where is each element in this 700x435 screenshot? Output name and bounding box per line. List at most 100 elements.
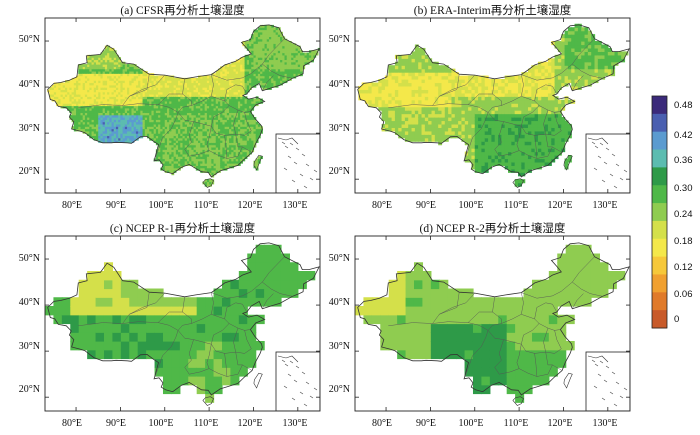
lat-label: 40°N <box>18 79 40 90</box>
panel-title-c: (c) NCEP R-1再分析土壤湿度 <box>109 223 256 235</box>
province-boundary <box>129 292 150 315</box>
lon-label: 80°E <box>61 418 83 429</box>
colorbar-swatch <box>652 274 667 293</box>
colorbar-swatch <box>652 96 667 115</box>
province-boundary <box>157 93 183 105</box>
colorbar-label: 0.24 <box>674 209 693 220</box>
colorbar-label: 0.12 <box>674 262 693 273</box>
colorbar-swatch <box>652 256 667 275</box>
colorbar-swatch <box>652 149 667 168</box>
province-boundary <box>122 74 165 106</box>
south-china-sea-inset <box>275 133 320 193</box>
taiwan-outline <box>253 154 263 171</box>
province-boundary <box>224 302 247 319</box>
province-boundary <box>224 84 247 101</box>
lat-label: 40°N <box>328 297 350 308</box>
province-boundary <box>516 344 522 369</box>
colorbar-swatch <box>652 220 667 240</box>
province-boundary <box>182 78 192 106</box>
colorbar-frame <box>651 95 668 329</box>
province-boundary <box>177 330 252 354</box>
colorbar-label: 0.42 <box>674 130 693 141</box>
lat-label: 20°N <box>328 166 350 177</box>
province-boundary <box>244 330 252 349</box>
colorbar-swatch <box>652 292 667 311</box>
province-boundary <box>211 314 230 345</box>
province-boundary <box>184 121 243 159</box>
map-panel <box>355 242 630 411</box>
moisture-grid <box>358 23 629 187</box>
country-outline <box>47 242 320 396</box>
province-boundary <box>439 74 460 97</box>
province-boundary <box>572 63 603 79</box>
south-china-sea-inset <box>585 133 630 193</box>
panel-title-b: (b) ERA-Interim再分析土壤湿度 <box>413 5 572 17</box>
colorbar-swatch <box>652 131 667 151</box>
province-boundary <box>521 314 540 345</box>
province-boundary <box>534 84 557 101</box>
province-boundary <box>388 321 489 331</box>
province-boundary <box>211 38 285 81</box>
province-boundary <box>184 339 243 377</box>
province-boundary <box>228 323 251 331</box>
lon-label: 80°E <box>371 200 393 211</box>
hainan-outline <box>202 396 214 406</box>
taiwan-outline <box>253 372 263 389</box>
lat-label: 50°N <box>328 34 350 45</box>
lon-label: 130°E <box>592 200 618 211</box>
panel-frame <box>44 235 321 412</box>
province-boundary <box>129 74 150 97</box>
lat-label: 20°N <box>328 384 350 395</box>
lat-label: 30°N <box>328 123 350 134</box>
lat-label: 20°N <box>18 166 40 177</box>
lat-label: 30°N <box>18 341 40 352</box>
lon-label: 90°E <box>415 418 437 429</box>
lat-label: 30°N <box>18 123 40 134</box>
province-boundary <box>153 292 214 379</box>
lon-label: 120°E <box>237 200 263 211</box>
province-boundary <box>211 256 285 299</box>
province-boundary <box>122 292 165 324</box>
colorbar-label: 0 <box>674 314 680 325</box>
lon-label: 110°E <box>503 200 529 211</box>
lat-label: 50°N <box>18 34 40 45</box>
province-boundary <box>492 78 502 106</box>
province-boundary <box>439 292 460 315</box>
province-boundary <box>538 323 561 331</box>
province-boundary <box>78 321 179 331</box>
province-boundary <box>177 112 252 136</box>
colorbar-swatch <box>652 185 667 204</box>
panel-frame <box>354 235 631 412</box>
taiwan-outline <box>563 372 573 389</box>
province-boundary <box>543 328 549 353</box>
lon-label: 120°E <box>547 200 573 211</box>
province-boundary <box>554 112 562 131</box>
colorbar-label: 0.48 <box>674 100 693 111</box>
province-boundary <box>235 134 253 153</box>
province-boundary <box>262 63 293 79</box>
lat-label: 40°N <box>18 297 40 308</box>
province-boundary <box>492 296 502 324</box>
province-boundary <box>543 110 549 135</box>
hainan-outline <box>202 178 214 188</box>
panel-frame <box>354 17 631 194</box>
province-boundary <box>545 134 563 153</box>
province-boundary <box>233 110 239 135</box>
province-boundary <box>206 126 212 151</box>
province-boundary <box>228 105 251 113</box>
province-boundary <box>182 296 192 324</box>
south-china-sea-inset <box>275 351 320 411</box>
colorbar-label: 0.30 <box>674 183 693 194</box>
province-boundary <box>463 74 524 161</box>
lon-label: 110°E <box>503 418 529 429</box>
province-boundary <box>262 75 274 91</box>
province-boundary <box>224 135 228 159</box>
province-boundary <box>224 353 228 377</box>
province-boundary <box>516 126 522 151</box>
province-boundary <box>545 352 563 371</box>
province-boundary <box>467 311 493 323</box>
moisture-grid <box>355 244 626 403</box>
lon-label: 130°E <box>282 200 308 211</box>
province-boundary <box>534 135 538 159</box>
country-outline <box>357 24 630 178</box>
